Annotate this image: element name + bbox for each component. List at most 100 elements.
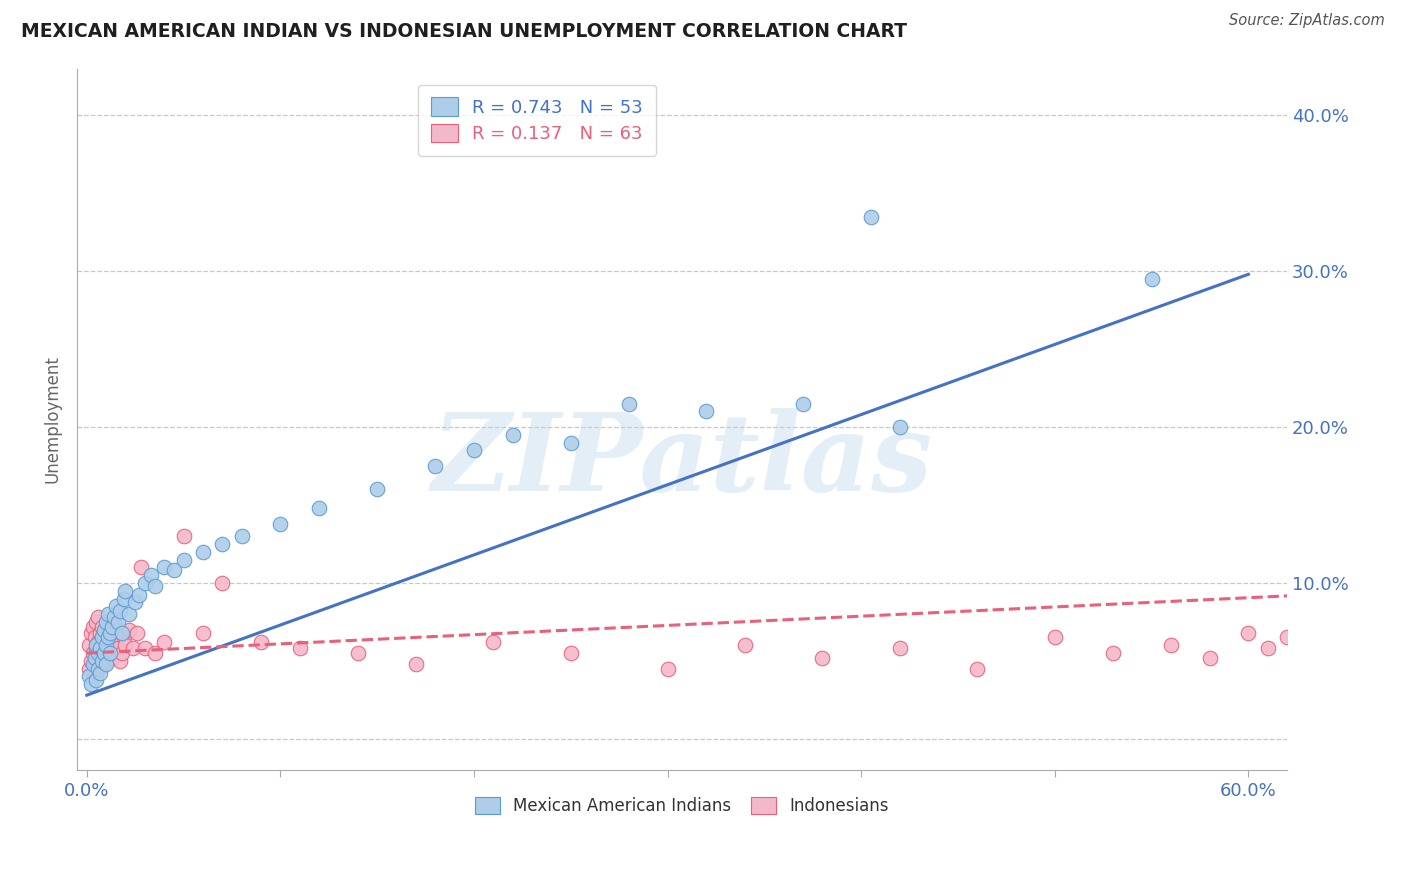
Point: [114, 638, 136, 652]
Point: [83, 631, 105, 645]
Point: [288, 641, 311, 656]
Point: [560, 646, 582, 660]
Point: [482, 635, 505, 649]
Point: [79, 654, 101, 668]
Point: [889, 420, 911, 434]
Point: [560, 435, 582, 450]
Point: [118, 607, 141, 621]
Point: [1140, 272, 1163, 286]
Point: [97, 607, 120, 621]
Point: [425, 458, 447, 473]
Point: [211, 537, 233, 551]
Point: [1315, 619, 1337, 633]
Point: [366, 483, 388, 497]
Point: [93, 657, 115, 671]
Point: [101, 650, 124, 665]
Point: [124, 594, 146, 608]
Point: [93, 646, 115, 660]
Point: [82, 619, 104, 633]
Point: [139, 568, 162, 582]
Point: [173, 552, 195, 566]
Point: [83, 650, 105, 665]
Point: [792, 397, 814, 411]
Point: [82, 646, 104, 660]
Point: [77, 638, 100, 652]
Point: [966, 662, 988, 676]
Point: [657, 662, 679, 676]
Point: [617, 397, 640, 411]
Point: [89, 666, 111, 681]
Point: [103, 615, 125, 629]
Point: [108, 604, 131, 618]
Point: [128, 588, 150, 602]
Point: [1160, 638, 1182, 652]
Text: MEXICAN AMERICAN INDIAN VS INDONESIAN UNEMPLOYMENT CORRELATION CHART: MEXICAN AMERICAN INDIAN VS INDONESIAN UN…: [21, 22, 907, 41]
Point: [859, 210, 882, 224]
Point: [153, 560, 176, 574]
Point: [83, 657, 105, 671]
Point: [1237, 625, 1260, 640]
Point: [108, 654, 131, 668]
Point: [86, 641, 108, 656]
Point: [811, 650, 834, 665]
Text: ZIPatlas: ZIPatlas: [432, 409, 932, 515]
Point: [191, 545, 214, 559]
Point: [101, 619, 124, 633]
Point: [103, 610, 125, 624]
Point: [112, 591, 135, 606]
Point: [1257, 641, 1279, 656]
Point: [91, 619, 114, 633]
Point: [129, 560, 152, 574]
Point: [89, 646, 111, 660]
Point: [889, 641, 911, 656]
Point: [1275, 631, 1298, 645]
Point: [1101, 646, 1123, 660]
Point: [86, 615, 108, 629]
Point: [250, 635, 273, 649]
Point: [91, 654, 114, 668]
Point: [97, 631, 120, 645]
Point: [87, 610, 110, 624]
Point: [98, 646, 121, 660]
Point: [77, 662, 100, 676]
Point: [93, 631, 115, 645]
Point: [77, 669, 100, 683]
Point: [87, 635, 110, 649]
Point: [87, 646, 110, 660]
Point: [269, 516, 291, 531]
Point: [114, 583, 136, 598]
Point: [94, 623, 117, 637]
Point: [405, 657, 427, 671]
Point: [122, 641, 145, 656]
Point: [143, 646, 166, 660]
Point: [107, 615, 129, 629]
Point: [89, 625, 111, 640]
Point: [94, 638, 117, 652]
Point: [112, 631, 135, 645]
Y-axis label: Unemployment: Unemployment: [44, 355, 60, 483]
Point: [1295, 615, 1317, 629]
Point: [91, 631, 114, 645]
Point: [734, 638, 756, 652]
Point: [87, 662, 110, 676]
Point: [1198, 650, 1220, 665]
Point: [94, 646, 117, 660]
Point: [153, 635, 176, 649]
Point: [346, 646, 368, 660]
Point: [107, 641, 129, 656]
Point: [94, 657, 117, 671]
Legend: Mexican American Indians, Indonesians: Mexican American Indians, Indonesians: [465, 787, 900, 825]
Point: [86, 638, 108, 652]
Point: [86, 673, 108, 687]
Point: [86, 666, 108, 681]
Point: [1043, 631, 1066, 645]
Point: [91, 638, 114, 652]
Point: [93, 623, 115, 637]
Point: [111, 625, 134, 640]
Text: Source: ZipAtlas.com: Source: ZipAtlas.com: [1229, 13, 1385, 29]
Point: [695, 404, 717, 418]
Point: [89, 641, 111, 656]
Point: [94, 615, 117, 629]
Point: [163, 564, 186, 578]
Point: [463, 443, 485, 458]
